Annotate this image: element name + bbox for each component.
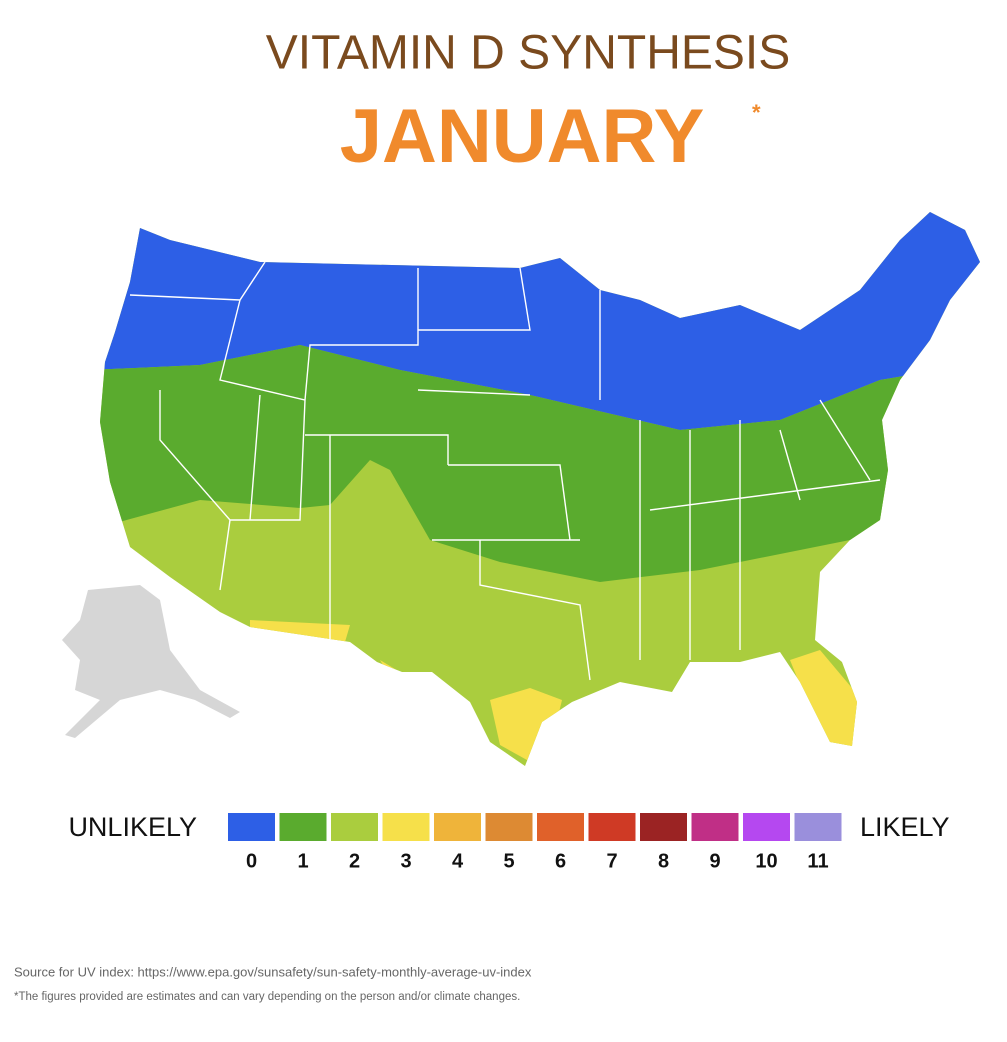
- footnote: *The figures provided are estimates and …: [14, 991, 520, 1003]
- zone-3-tx: [490, 688, 562, 766]
- legend-value: 2: [349, 850, 360, 872]
- legend-swatch: [382, 813, 430, 841]
- month: JANUARY: [340, 94, 705, 179]
- state-lines: [129, 261, 881, 681]
- legend-swatch: [588, 813, 636, 841]
- legend-value: 5: [503, 850, 514, 872]
- asterisk: *: [752, 100, 761, 125]
- legend-value: 10: [755, 850, 777, 872]
- legend-value: 7: [606, 850, 617, 872]
- legend-swatch: [537, 813, 584, 841]
- title: VITAMIN D SYNTHESIS: [266, 27, 791, 80]
- legend-value: 0: [246, 850, 257, 872]
- legend-swatch: [485, 813, 533, 841]
- legend-low-label: UNLIKELY: [68, 812, 197, 842]
- legend-swatch: [691, 813, 739, 841]
- legend-swatch: [794, 813, 842, 841]
- legend-swatch: [743, 813, 790, 841]
- zone-1: [100, 345, 980, 582]
- legend-high-label: LIKELY: [860, 812, 950, 842]
- legend-swatch: [279, 813, 327, 841]
- legend-value: 4: [452, 850, 464, 872]
- source: Source for UV index: https://www.epa.gov…: [14, 964, 532, 979]
- alaska: [62, 585, 240, 738]
- legend-value: 3: [400, 850, 411, 872]
- legend-value: 9: [709, 850, 720, 872]
- legend-swatch: [434, 813, 481, 841]
- legend-value: 1: [297, 850, 308, 872]
- alaska-shape: [62, 585, 240, 738]
- legend-swatch: [331, 813, 378, 841]
- us-map: [100, 212, 980, 766]
- legend-value: 6: [555, 850, 566, 872]
- legend: UNLIKELY LIKELY 0 1 2 3 4 5 6 7 8 9 10 11: [68, 812, 949, 872]
- legend-swatch: [640, 813, 687, 841]
- legend-swatch: [228, 813, 275, 841]
- legend-value: 11: [807, 850, 828, 872]
- zone-3-fl: [790, 650, 862, 760]
- legend-value: 8: [658, 850, 669, 872]
